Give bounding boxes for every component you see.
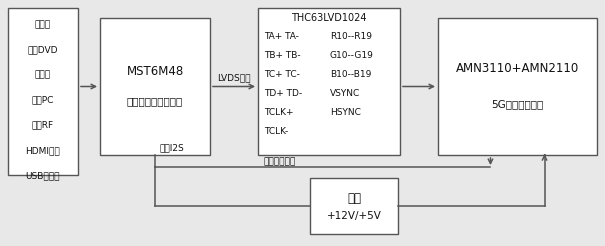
Text: USB等接口: USB等接口 [26,171,60,180]
Text: HDMI接口: HDMI接口 [25,146,60,155]
Text: THC63LVD1024: THC63LVD1024 [291,13,367,23]
Text: +12V/+5V: +12V/+5V [327,211,381,221]
Text: HSYNC: HSYNC [330,108,361,117]
Text: TC+ TC-: TC+ TC- [264,70,300,79]
Text: 音视频图像处理单元: 音视频图像处理单元 [127,96,183,107]
Text: 游戏机: 游戏机 [35,70,51,79]
Text: VSYNC: VSYNC [330,89,360,98]
Bar [310,178,398,234]
Text: TA+ TA-: TA+ TA- [264,32,299,41]
Text: 信号转换电路: 信号转换电路 [264,157,296,166]
Text: LVDS信号: LVDS信号 [217,74,250,82]
Bar [258,8,400,155]
Text: 电视RF: 电视RF [32,121,54,130]
Text: 声音I2S: 声音I2S [160,143,185,152]
Text: 5G发射接收模块: 5G发射接收模块 [491,99,544,109]
Text: TB+ TB-: TB+ TB- [264,51,301,60]
Text: B10--B19: B10--B19 [330,70,371,79]
Text: MST6M48: MST6M48 [126,65,184,78]
Text: 电源: 电源 [347,191,361,204]
Bar [8,8,78,175]
Text: 蓝光DVD: 蓝光DVD [28,45,58,54]
Text: R10--R19: R10--R19 [330,32,372,41]
Text: 电脑PC: 电脑PC [32,95,54,105]
Text: TD+ TD-: TD+ TD- [264,89,302,98]
Text: 机顶盒: 机顶盒 [35,20,51,29]
Text: AMN3110+AMN2110: AMN3110+AMN2110 [456,62,579,75]
Text: TCLK-: TCLK- [264,127,288,136]
Bar [438,18,597,155]
Text: G10--G19: G10--G19 [330,51,374,60]
Text: TCLK+: TCLK+ [264,108,293,117]
Bar [100,18,210,155]
